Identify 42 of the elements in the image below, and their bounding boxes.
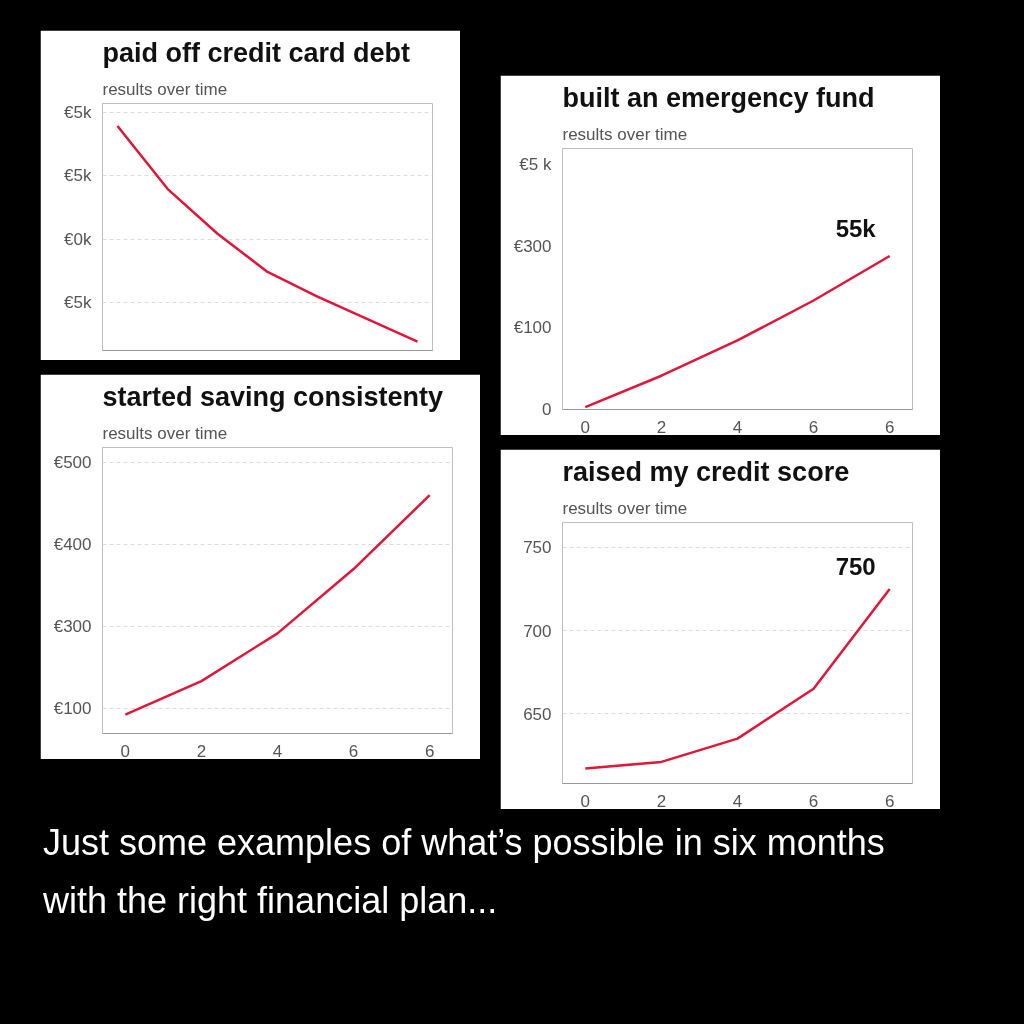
text: €5k xyxy=(64,102,92,122)
x-tick-label: 2 xyxy=(656,791,667,811)
text: 0 xyxy=(542,400,552,419)
x-tick-label: 6 xyxy=(808,791,819,811)
x-tick-label: 0 xyxy=(120,741,131,761)
text: €5 k xyxy=(519,154,552,174)
x-tick-label: 6 xyxy=(424,741,435,761)
x-tick-label: 2 xyxy=(196,741,207,761)
text: €400 xyxy=(53,535,92,554)
chart-subtitle: results over time xyxy=(562,124,688,144)
chart-title: paid off credit card debt xyxy=(102,37,411,68)
y-tick-label: 650 xyxy=(523,704,552,724)
x-tick-label: 6 xyxy=(808,417,819,437)
chart-subtitle: results over time xyxy=(562,498,688,518)
text: €500 xyxy=(53,452,92,472)
text: Just some examples of what’s possible in six months with the right financial plan... xyxy=(43,821,886,923)
text: €100 xyxy=(53,699,92,719)
y-tick-label: 750 xyxy=(523,538,552,558)
text: €5k xyxy=(64,292,92,312)
annotation: 750 xyxy=(835,553,876,580)
y-tick-label: 700 xyxy=(523,621,552,641)
x-tick-label: 6 xyxy=(348,741,359,761)
text: €0k xyxy=(64,229,92,249)
x-tick-label: 0 xyxy=(580,417,591,437)
chart-title: raised my credit score xyxy=(562,456,850,487)
chart-subtitle: results over time xyxy=(102,423,228,443)
x-tick-label: 2 xyxy=(656,417,667,437)
chart-title: started saving consistenty xyxy=(102,381,444,412)
x-tick-label: 0 xyxy=(580,791,591,811)
text: 55k xyxy=(835,214,877,242)
text: €300 xyxy=(513,236,552,256)
x-tick-label: 4 xyxy=(732,417,743,437)
x-tick-label: 6 xyxy=(884,417,895,437)
line-series xyxy=(584,587,891,770)
chart-subtitle: results over time xyxy=(102,79,228,99)
x-tick-label: 6 xyxy=(884,791,895,811)
chart-title: built an emergency fund xyxy=(562,82,875,113)
x-tick-label: 4 xyxy=(732,791,743,811)
text: €300 xyxy=(53,617,92,637)
x-tick-label: 4 xyxy=(272,741,283,761)
text: €100 xyxy=(513,318,552,338)
text: €5k xyxy=(64,166,92,186)
